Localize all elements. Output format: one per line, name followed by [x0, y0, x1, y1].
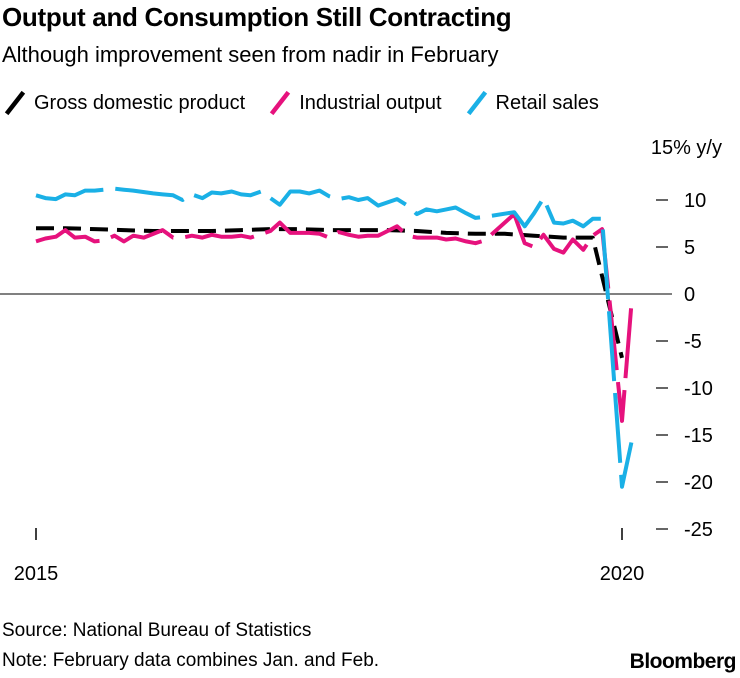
legend-swatch-gdp	[4, 90, 26, 116]
legend-swatch-industrial	[270, 90, 291, 116]
series-line-industrial-output	[35, 212, 634, 423]
y-tick-label: 0	[684, 284, 695, 306]
x-tick-label: 2015	[14, 563, 59, 585]
y-unit-label: 15% y/y	[650, 137, 722, 159]
legend-item-gdp: Gross domestic product	[4, 90, 245, 116]
legend: Gross domestic product Industrial output…	[4, 86, 623, 120]
legend-label-retail: Retail sales	[495, 91, 599, 114]
x-tick-label: 2020	[600, 563, 645, 585]
footnote: Note: February data combines Jan. and Fe…	[2, 650, 380, 671]
series-line-retail-sales	[35, 186, 634, 489]
y-tick-label: -10	[684, 378, 713, 400]
bloomberg-logo: Bloomberg	[629, 650, 737, 673]
y-tick-label: 10	[684, 190, 706, 212]
series-line-gdp	[36, 226, 624, 359]
legend-label-gdp: Gross domestic product	[34, 91, 246, 114]
y-tick-label: -20	[684, 472, 713, 494]
y-tick-label: -15	[684, 425, 713, 447]
legend-item-industrial: Industrial output	[269, 90, 442, 116]
source-note: Source: National Bureau of Statistics	[2, 620, 312, 641]
legend-item-retail: Retail sales	[466, 90, 599, 116]
chart-subtitle: Although improvement seen from nadir in …	[2, 42, 499, 67]
y-tick-label: -25	[684, 519, 713, 541]
y-tick-label: 5	[684, 237, 695, 259]
legend-label-industrial: Industrial output	[299, 91, 442, 114]
legend-swatch-retail	[466, 90, 487, 116]
line-chart: 10 5 0 -5 -10 -15 -20 -25 2015 2020	[0, 186, 713, 585]
y-tick-label: -5	[684, 331, 702, 353]
chart-title: Output and Consumption Still Contracting	[2, 2, 512, 32]
